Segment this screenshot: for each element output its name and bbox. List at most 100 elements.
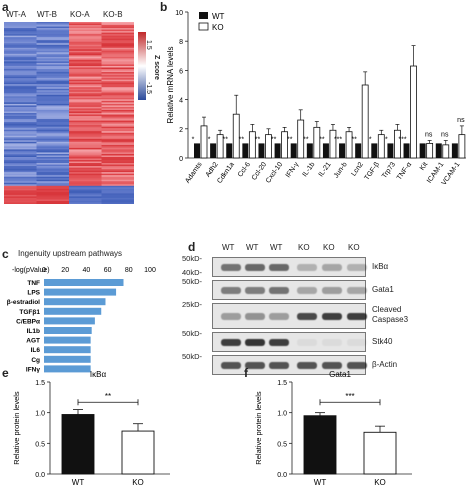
heatmap-cell [69, 172, 102, 174]
heatmap-cell [4, 137, 37, 140]
heatmap-cell [4, 96, 37, 99]
blot-band [347, 362, 367, 369]
significance-label: * [208, 136, 211, 143]
x-tick-label: 40 [83, 267, 91, 274]
heatmap-cell [101, 87, 134, 90]
heatmap-cell [69, 175, 102, 177]
x-tick-label: TGF-β [364, 161, 381, 182]
heatmap-cell [101, 184, 134, 187]
y-tick-label: 0.0 [35, 472, 45, 479]
heatmap-cell [36, 122, 70, 124]
heatmap-cell [36, 35, 70, 38]
heatmap-cell [101, 178, 134, 181]
heatmap-cell [69, 144, 102, 147]
heatmap-cell [4, 38, 37, 41]
heatmap-cell [4, 152, 37, 155]
heatmap-cell [36, 41, 70, 44]
pathway-label: C/EBPα [16, 318, 40, 325]
blot-size-marker: 50kD- [182, 277, 203, 286]
heatmap-cell [69, 158, 102, 161]
x-tick-label: KO [374, 478, 386, 487]
heatmap-cell [69, 41, 102, 44]
x-tick-label: Ccl-6 [237, 161, 252, 178]
heatmap-cell [101, 202, 134, 204]
heatmap-cell [4, 73, 37, 76]
bar-ko [329, 129, 337, 159]
bar-wt [303, 415, 337, 475]
heatmap-cell [36, 25, 70, 27]
heatmap-cell [69, 149, 102, 152]
heatmap-cell [36, 78, 70, 80]
heatmap-cell [36, 29, 70, 32]
heatmap-cell [69, 44, 102, 47]
significance-label: ** [287, 136, 293, 143]
significance-label: * [369, 136, 372, 143]
x-tick-label: KO [132, 478, 144, 487]
heatmap-cell [69, 126, 102, 129]
y-tick-label: 1.5 [277, 380, 287, 387]
blot-band [297, 264, 317, 271]
heatmap-cell [36, 131, 70, 134]
heatmap-cell [36, 87, 70, 90]
heatmap-cell [69, 190, 102, 193]
heatmap-cell [101, 155, 134, 158]
y-tick-label: 0.5 [35, 441, 45, 448]
heatmap-cell [101, 105, 134, 108]
heatmap-cell [36, 34, 70, 36]
blot-strip [212, 332, 367, 352]
legend-swatch-ko [198, 22, 209, 31]
heatmap-cell [101, 166, 134, 168]
heatmap-cell [101, 78, 134, 80]
blot-band [269, 264, 289, 271]
heatmap-cell [69, 113, 102, 115]
significance-label: * [192, 136, 195, 143]
x-tick-label: 80 [125, 267, 133, 274]
chart-title: Gata1 [329, 370, 351, 379]
bar-wt [451, 143, 458, 158]
heatmap-cell [4, 141, 37, 144]
heatmap-cell [4, 32, 37, 35]
heatmap-cell [4, 179, 37, 182]
heatmap-cell [101, 161, 134, 164]
heatmap-cell [4, 197, 37, 200]
heatmap-cell [36, 147, 70, 150]
heatmap-cell [101, 99, 134, 102]
heatmap-cell [69, 199, 102, 202]
bar-wt [226, 143, 233, 158]
heatmap-cell [4, 178, 37, 181]
heatmap-cell [4, 202, 37, 204]
heatmap-cell [36, 90, 70, 93]
heatmap-cell [69, 53, 102, 56]
x-tick-label: Jun-b [333, 161, 349, 179]
chart-title: IκBα [90, 370, 107, 379]
heatmap-cell [69, 196, 102, 199]
heatmap-cell [69, 65, 102, 68]
heatmap-cell [101, 193, 134, 196]
significance-label: ns [441, 131, 449, 138]
blot-band [322, 362, 342, 369]
heatmap-cell [4, 185, 37, 188]
pathway-label: IL6 [31, 347, 41, 354]
bar-ko [200, 125, 208, 159]
heatmap-cell [101, 25, 134, 27]
heatmap-cell [4, 56, 37, 59]
heatmap-cell [36, 46, 70, 49]
heatmap-cell [69, 32, 102, 35]
heatmap-cell [69, 85, 102, 88]
blot-band [245, 313, 265, 320]
heatmap-cell [101, 52, 134, 55]
heatmap-cell [69, 164, 102, 167]
heatmap-cell [36, 123, 70, 126]
heatmap-cell [36, 196, 70, 199]
heatmap-cell [101, 43, 134, 46]
x-tick-label: WT [314, 478, 327, 487]
heatmap-cell [36, 179, 70, 182]
heatmap-cell [4, 99, 37, 102]
heatmap-cell [4, 64, 37, 67]
heatmap-cell [4, 119, 37, 121]
heatmap-cell [101, 35, 134, 38]
heatmap-cell [4, 100, 37, 103]
heatmap-cell [36, 190, 70, 193]
heatmap-cell [69, 52, 102, 55]
significance-label: *** [345, 392, 354, 401]
